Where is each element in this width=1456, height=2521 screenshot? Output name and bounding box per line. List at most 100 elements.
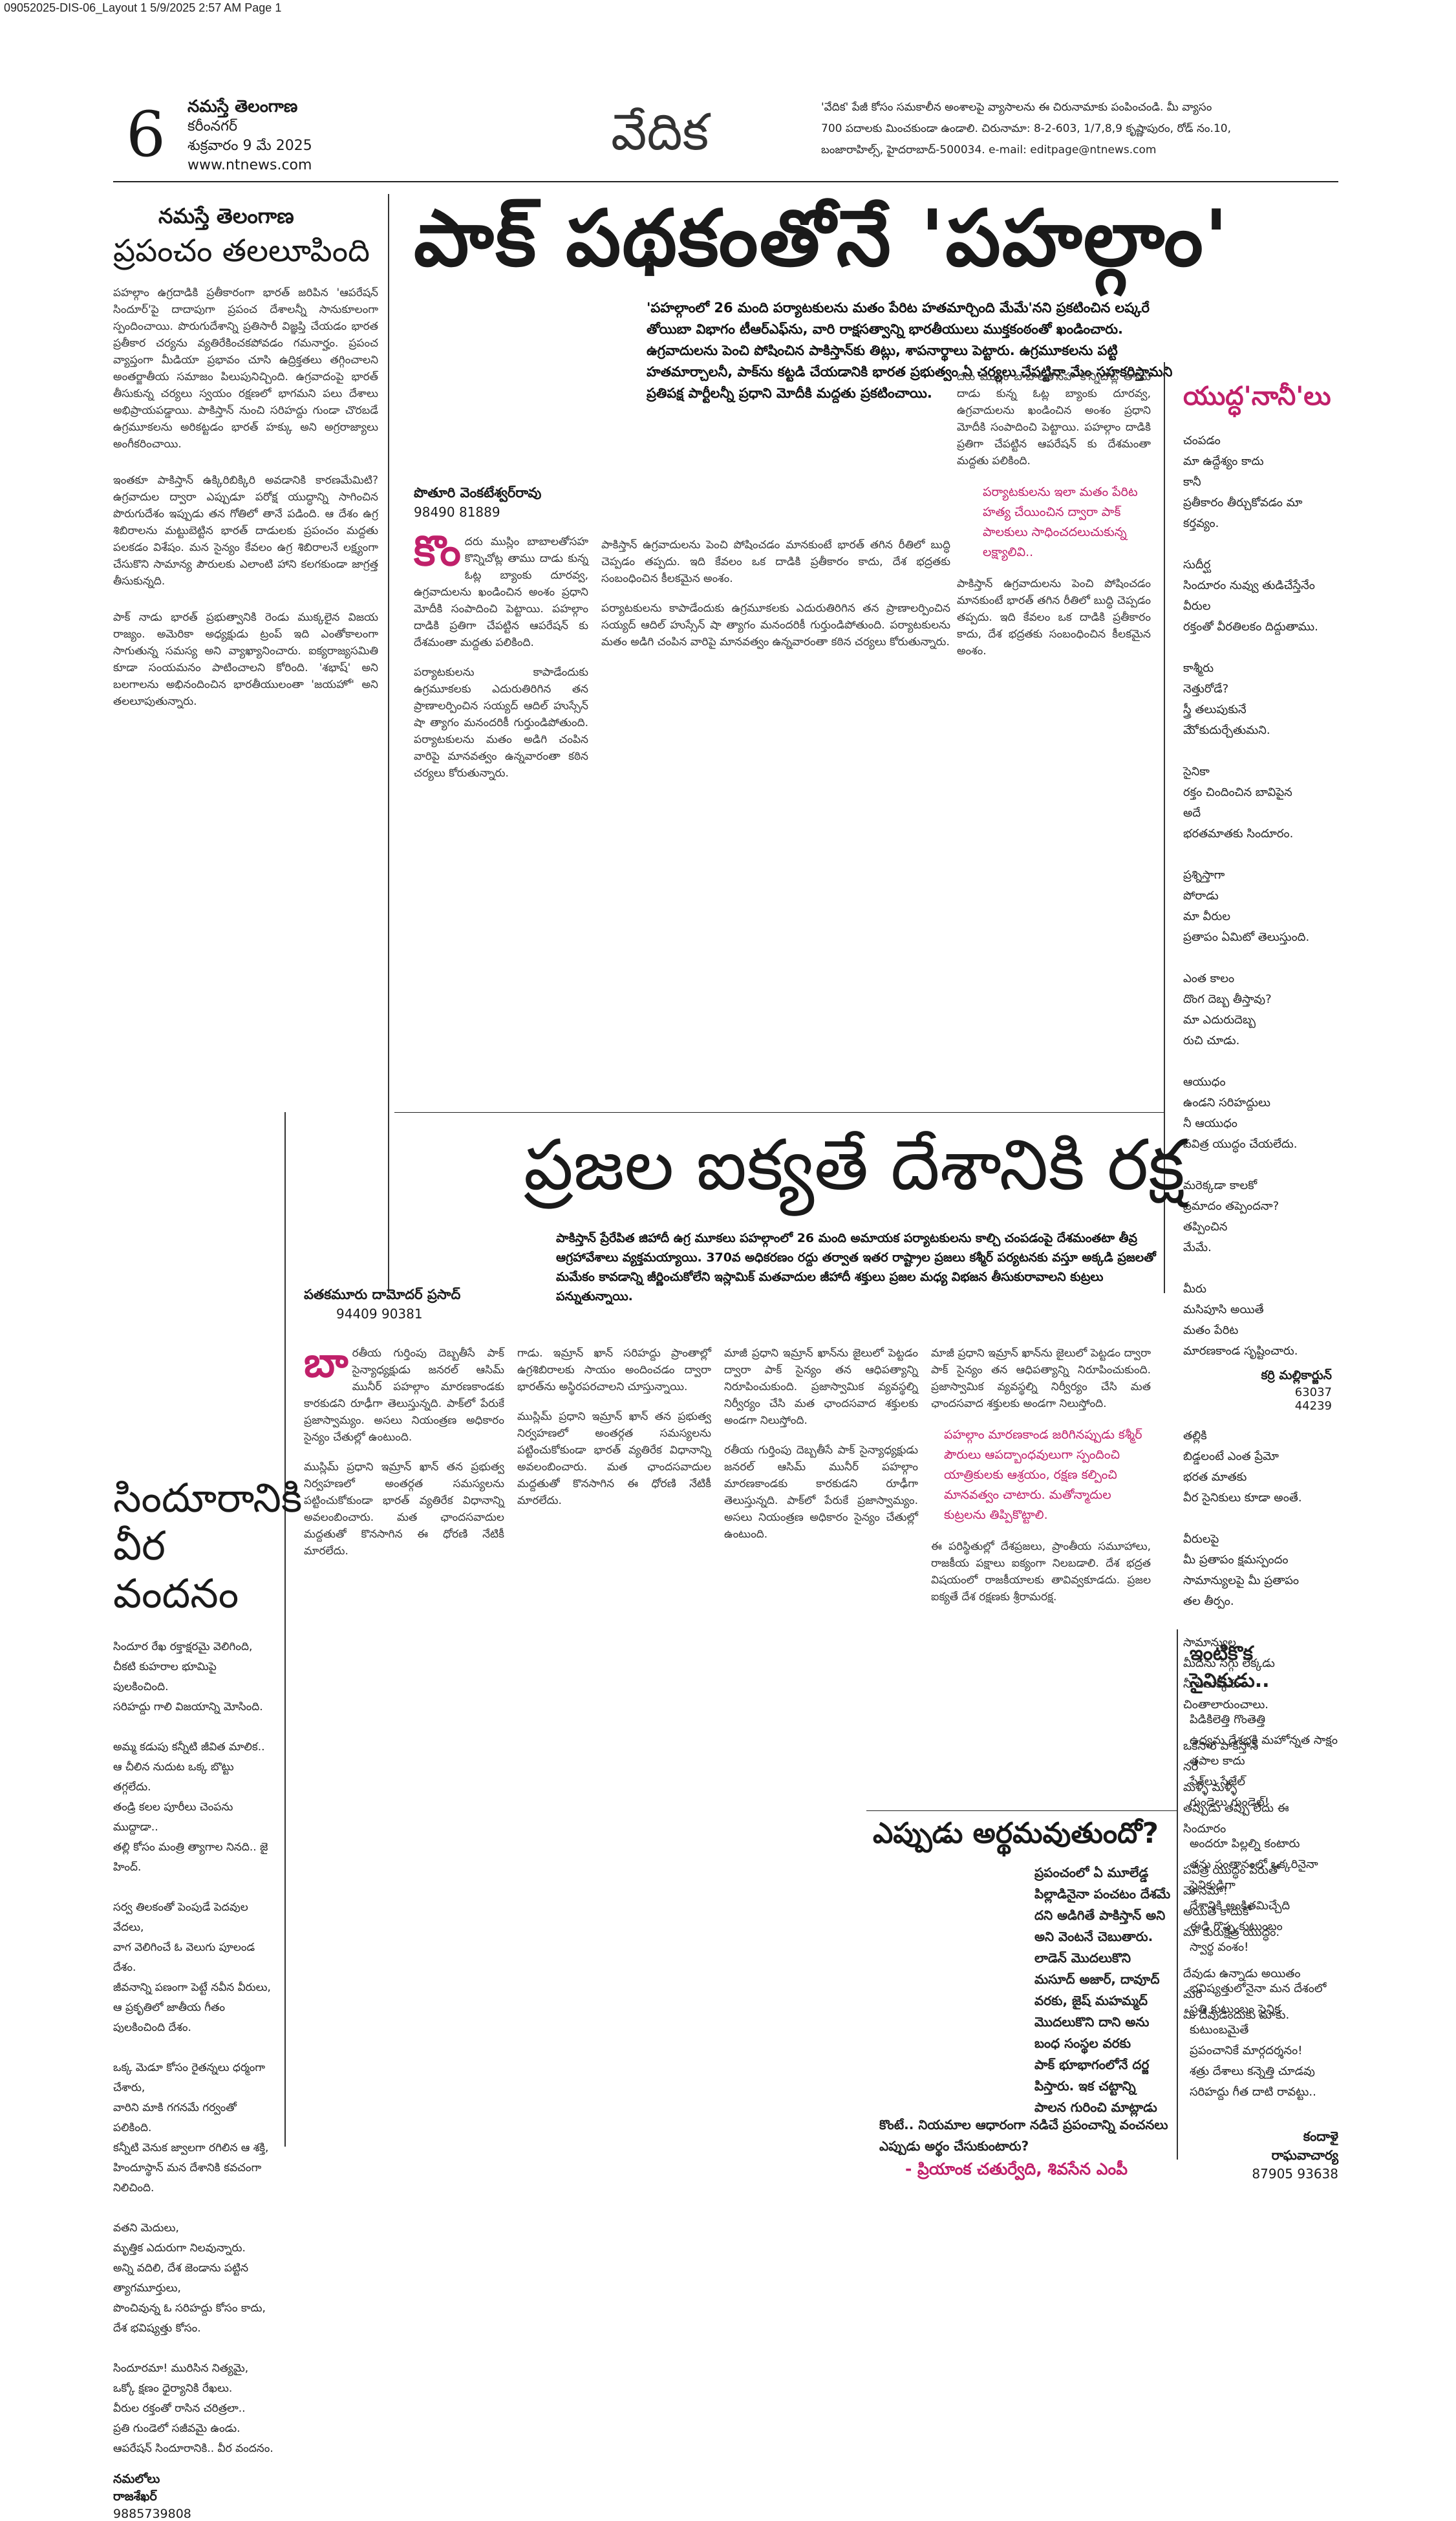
poem-line: సిందూర రేఖ రక్తాక్షరమై వెలిగింది, bbox=[113, 1640, 253, 1653]
poem-line: వారిని మాకి గగనమే గర్వంతో పలికింది. bbox=[113, 2101, 237, 2134]
poem-line: సరిహద్దు గీత దాటి రావట్టు.. bbox=[1190, 2085, 1316, 2099]
poem-line: ఆయుధం bbox=[1183, 1075, 1226, 1089]
poem-author: కర్రి మల్లికార్జున్ bbox=[1261, 1368, 1332, 1382]
paragraph: పర్యాటకులను కాపాడేందుకు ఉగ్రమూకలకు ఎదురు… bbox=[601, 602, 950, 649]
drop-cap: కొం bbox=[414, 528, 461, 575]
quote-attribution: - ప్రియాంక చతుర్వేది, శివసేన ఎంపీ bbox=[905, 2160, 1128, 2178]
second-author: పతకమూరు దామోదర్ ప్రసాద్ bbox=[304, 1287, 461, 1302]
poem-line: చీకటి కుహరాల భూమిపై పులకించింది. bbox=[113, 1660, 217, 1693]
poem-line: మా కురుక్షేత్ర యుద్ధం. bbox=[1183, 1926, 1280, 1939]
poem-line: రక్తం చిందించిన బావిపైన bbox=[1183, 786, 1292, 799]
second-deck: పాకిస్తాన్ ప్రేరేపిత జిహాదీ ఉగ్ర మూకలు ప… bbox=[556, 1231, 1156, 1303]
poem-line: జీవనాన్ని పణంగా పెట్టే నవీన వీరులు, bbox=[113, 1981, 271, 1994]
poem-line: ఒక్కో క్షణం ధైర్యానికి రేఖలు. bbox=[113, 2382, 233, 2395]
second-article-col3: మాజీ ప్రధాని ఇమ్రాన్ ఖాన్‌ను జైలులో పెట్… bbox=[724, 1345, 918, 1543]
stanza-break bbox=[1183, 844, 1332, 865]
main-deck: 'పహల్గాంలో 26 మంది పర్యాటకులను మతం పేరిట… bbox=[647, 300, 1173, 401]
poem-line: వీరుల రక్తంతో రాసిన చరిత్రలా.. bbox=[113, 2402, 246, 2415]
poem-line: పిడికిలెత్తి గొంతెత్తి bbox=[1190, 1713, 1266, 1726]
stanza-break bbox=[113, 1717, 275, 1737]
poem-line: తల్లికి bbox=[1183, 1429, 1207, 1443]
editorial-note-line[interactable]: బంజారాహిల్స్, హైదరాబాద్-500034. e-mail: … bbox=[821, 144, 1157, 156]
poem-line: తప్పుడు తప్పు లేదు ఈ సిందూరం bbox=[1183, 1801, 1289, 1836]
quote-lines: ప్రపంచంలో ఏ మూలేడ్డ పిల్లాడినైనా పంచటం దే… bbox=[1034, 1862, 1196, 2118]
main-author: పొతూరి వెంకటేశ్వర్‌రావు bbox=[414, 485, 542, 500]
poem-line: మతం పేరిట bbox=[1183, 1324, 1239, 1337]
poem-line: ప్రతి కుటుంబం సైనిక కుటుంబమైతే bbox=[1190, 2002, 1281, 2037]
stanza-break bbox=[113, 2198, 275, 2218]
stanza-break bbox=[1190, 1813, 1338, 1834]
poem-line: ప్రతాపం ఏమిటో తెలుస్తుంది. bbox=[1183, 930, 1310, 944]
poem-author-phone: 9885739808 bbox=[113, 2507, 191, 2521]
poem-line: వీరులపై bbox=[1183, 1532, 1219, 1546]
soldier-poem-title: ఇంటికొక సైనికుడు.. bbox=[1190, 1642, 1270, 1692]
poem-line: వాగ వెలిగించే ఓ వెలుగు పూలండ దేశం. bbox=[113, 1941, 255, 1974]
poem-line: మసూద్ అజార్, దావూద్ bbox=[1034, 1971, 1160, 1987]
column-divider bbox=[388, 194, 389, 1293]
poem-line: రక్తంతో వీరతిలకం దిద్దుతాము. bbox=[1183, 620, 1318, 634]
column-divider bbox=[1177, 1629, 1178, 2160]
section-rule bbox=[394, 1112, 1164, 1113]
right-poem: యుద్ధ'నానీ'లు చంపడం మా ఉద్దేశ్యం కాదు కానీ… bbox=[1183, 381, 1332, 2026]
pull-quote: పర్యాటకులను ఇలా మతం పేరిట హత్య చేయించిన … bbox=[983, 485, 1138, 559]
main-article-col1: కొం దరు ముస్లిం బాబాలతోసహ కొన్నిచోట్ల తా… bbox=[414, 528, 588, 782]
poem-line: మారణకాండ సృష్టించారు. bbox=[1183, 1344, 1298, 1358]
poem-line: ప్రతి గుండెలో సజీవమై ఉండు. bbox=[113, 2422, 241, 2435]
poem-line: దొంగ దెబ్బ తీస్తావు? bbox=[1183, 992, 1272, 1006]
poem-line: బిడ్డలంటే ఎంత ప్రేమో bbox=[1183, 1450, 1279, 1463]
stanza-break bbox=[1183, 741, 1332, 762]
poem-line: కానీ bbox=[1183, 475, 1201, 489]
poem-line: మా ఉద్దేశ్యం కాదు bbox=[1183, 455, 1264, 468]
poem-line: పేశ్‌లు సేజేల్ bbox=[1190, 1775, 1245, 1788]
poem-line: మళ్ళీ మళ్ళీ bbox=[1183, 1781, 1237, 1794]
website[interactable]: www.ntnews.com bbox=[187, 157, 312, 173]
poem-line: లాడెన్ మొదలుకొని bbox=[1034, 1950, 1131, 1966]
poem-line: నెత్తురోడే? bbox=[1183, 682, 1229, 696]
poem-author: కందాళై bbox=[1303, 2129, 1338, 2144]
edition-date: శుక్రవారం 9 మే 2025 bbox=[187, 138, 312, 154]
second-article-col4: మాజీ ప్రధాని ఇమ్రాన్ ఖాన్‌ను జైలులో పెట్… bbox=[931, 1345, 1151, 1605]
left-article-body: పహల్గాం ఉగ్రదాడికి ప్రతీకారంగా భారత్ జరి… bbox=[113, 284, 378, 710]
poem-line: వీర సైనికులు కూడా అంతే. bbox=[1183, 1491, 1302, 1505]
quote-title: ఎప్పుడు అర్థమవుతుందో? bbox=[873, 1817, 1159, 1850]
poem-line: మా ఎదురుదెబ్బ bbox=[1183, 1013, 1256, 1027]
poem-line: ప్రతీకారం తీర్చుకోవడం మా కర్తవ్యం. bbox=[1183, 496, 1303, 530]
poem-line: స్త్రీ తలుపుకునే bbox=[1183, 703, 1247, 716]
column-divider bbox=[1164, 362, 1165, 1293]
poem-line: సైనికా bbox=[1183, 765, 1210, 778]
poem-line: మీ దేవుడెందుకు మాకు. bbox=[1183, 2008, 1290, 2022]
stanza-break bbox=[1183, 638, 1332, 658]
second-article-col2: గాడు. ఇమ్రాన్ ఖాన్ సరిహద్దు ప్రాంతాల్లో … bbox=[517, 1345, 711, 1509]
stanza-break bbox=[1183, 1155, 1332, 1175]
second-headline: ప్రజల ఐక్యతే దేశానికి రక్ష bbox=[524, 1125, 1185, 1206]
poem-line: మృత్తిక ఎదురుగా నిలవున్నారు. bbox=[113, 2242, 246, 2255]
paragraph: పాక్ నాడు భారత్ ప్రభుత్వానికి రెండు ముక్… bbox=[113, 611, 378, 708]
poem-line: స్వార్థ వంశం! bbox=[1190, 1940, 1249, 1954]
paragraph: మాజీ ప్రధాని ఇమ్రాన్ ఖాన్‌ను జైలులో పెట్… bbox=[724, 1347, 918, 1427]
poem-line: వీరుల bbox=[1183, 599, 1211, 613]
paragraph: ఈ పరిస్థితుల్లో దేశప్రజలు, ప్రాంతీయ సమూహ… bbox=[931, 1540, 1151, 1604]
poem-line: ఆపరేషన్ సిందూరానికి.. వీర వందనం. bbox=[113, 2442, 273, 2455]
stanza-break bbox=[113, 1878, 275, 1898]
column-divider bbox=[284, 1112, 286, 2147]
stanza-break bbox=[1183, 1508, 1332, 1529]
phone-part: 44239 bbox=[1294, 1399, 1332, 1413]
poem-line: ప్రపంచంలో ఏ మూలేడ్డ bbox=[1034, 1865, 1149, 1880]
edition-city: కరీంనగర్ bbox=[187, 118, 238, 134]
poem-line: భరతమాతకు సిందూరం. bbox=[1183, 827, 1294, 841]
poem-line: అమ్మ కడుపు కన్నీటి జీవిత మాలిక.. bbox=[113, 1741, 265, 1754]
poem-line: ఉద్యమ దేశభక్తి మహోన్నత సాక్షం తపాల కాదు bbox=[1190, 1733, 1338, 1768]
tribute-poem: సిందూరానికి వీర వందనం సిందూర రేఖ రక్తాక్… bbox=[113, 1474, 302, 2521]
poem-line: తను సంతానంలో ఒక్కరినైనా సైనికుడిగా bbox=[1190, 1858, 1318, 1892]
pull-quote: పహల్గాం మారణకాండ జరిగినప్పుడు కశ్మీర్ పౌ… bbox=[944, 1428, 1142, 1522]
poem-line: పిస్తారు. ఇక చట్టాన్ని bbox=[1034, 2078, 1136, 2094]
poem-line: భరత మాతకు bbox=[1183, 1470, 1247, 1484]
poem-line: దేశానికి అంకితమిచ్చేది bbox=[1190, 1899, 1290, 1913]
quote-rule bbox=[866, 1810, 1177, 1811]
poem-line: పవిత్ర యుద్ధం చేయలేదు. bbox=[1183, 1137, 1298, 1151]
poem-author: రాజశేఖర్ bbox=[113, 2489, 157, 2504]
page-number: 6 bbox=[126, 98, 166, 171]
soldier-poem: ఇంటికొక సైనికుడు.. పిడికిలెత్తి గొంతెత్త… bbox=[1190, 1642, 1338, 2182]
poem-line: మోసమా! bbox=[1183, 1884, 1228, 1898]
poem-lines: పిడికిలెత్తి గొంతెత్తి ఉద్యమ దేశభక్తి మహో… bbox=[1190, 1710, 1338, 2103]
